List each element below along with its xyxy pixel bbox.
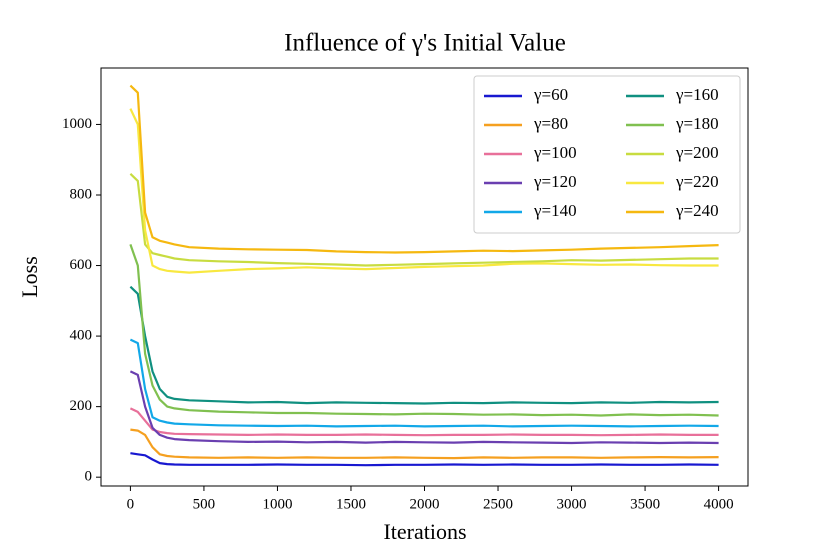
legend-label: γ=240 (675, 201, 719, 220)
y-tick-label: 1000 (62, 116, 92, 132)
legend-label: γ=160 (675, 85, 719, 104)
x-tick-label: 1000 (262, 496, 292, 512)
legend-label: γ=60 (533, 85, 568, 104)
line-series (130, 452, 719, 467)
legend-label: γ=180 (675, 114, 719, 133)
line-series (129, 285, 719, 405)
x-axis-label: Iterations (383, 519, 466, 544)
legend-label: γ=140 (533, 201, 577, 220)
x-tick-label: 1500 (336, 496, 366, 512)
line-series (129, 338, 719, 428)
x-tick-label: 4000 (704, 496, 734, 512)
x-tick-label: 2000 (410, 496, 440, 512)
line-series (129, 407, 719, 437)
legend-label: γ=100 (533, 143, 577, 162)
line-series (129, 84, 719, 254)
legend-label: γ=80 (533, 114, 568, 133)
legend-label: γ=120 (533, 172, 577, 191)
x-tick-label: 3000 (557, 496, 587, 512)
x-tick-label: 3500 (630, 496, 660, 512)
y-tick-label: 600 (70, 257, 93, 273)
chart-title: Influence of γ's Initial Value (284, 30, 566, 57)
line-series (129, 244, 719, 417)
y-tick-label: 200 (70, 398, 93, 414)
y-axis-label: Loss (17, 256, 42, 298)
x-tick-label: 0 (127, 496, 135, 512)
line-series (129, 108, 719, 274)
y-tick-label: 400 (70, 328, 93, 344)
y-tick-label: 0 (85, 469, 93, 485)
line-series (129, 173, 719, 267)
legend-box (473, 75, 741, 234)
legend-label: γ=200 (675, 143, 719, 162)
line-series (130, 428, 719, 460)
plot-frame (100, 67, 749, 487)
legend-label: γ=220 (675, 172, 719, 191)
y-tick-label: 800 (70, 186, 93, 202)
x-tick-label: 500 (193, 496, 216, 512)
x-tick-label: 2500 (483, 496, 513, 512)
line-series (129, 370, 719, 445)
